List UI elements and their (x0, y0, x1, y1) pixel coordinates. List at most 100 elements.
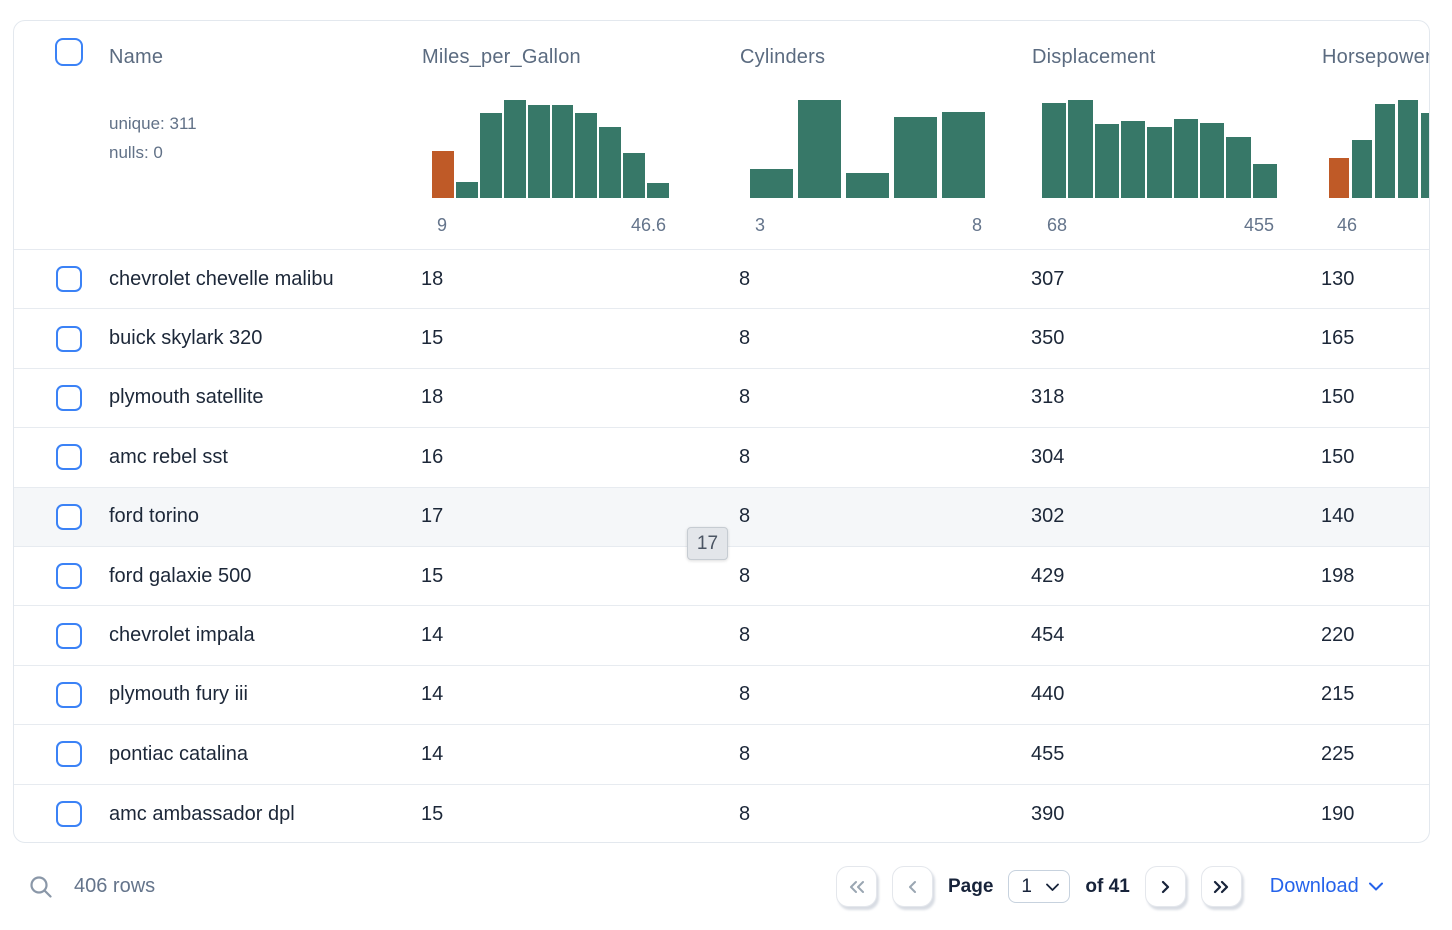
cell-displacement: 307 (1031, 267, 1065, 290)
table-row[interactable]: plymouth satellite 18 8 318 150 (14, 369, 1429, 429)
row-checkbox[interactable] (56, 384, 82, 411)
histogram-bar (1352, 140, 1372, 198)
chevron-left-icon (908, 880, 916, 893)
cell-cylinders: 8 (739, 445, 751, 468)
cell-miles-per-gallon: 15 (421, 564, 444, 587)
cell-miles-per-gallon: 17 (421, 505, 444, 528)
cell-name: ford torino (109, 505, 200, 528)
search-icon[interactable] (28, 874, 54, 900)
row-checkbox[interactable] (56, 622, 82, 649)
histogram-horsepower[interactable] (1329, 100, 1429, 198)
cell-cylinders: 8 (739, 267, 751, 290)
cell-cylinders: 8 (739, 327, 751, 350)
row-checkbox[interactable] (56, 563, 82, 590)
histogram-bar (798, 100, 841, 198)
cell-miles-per-gallon: 18 (421, 267, 444, 290)
cell-miles-per-gallon: 14 (421, 683, 444, 706)
row-checkbox[interactable] (56, 801, 82, 828)
cell-cylinders: 8 (739, 683, 751, 706)
table-row[interactable]: ford galaxie 500 15 8 429 198 (14, 547, 1429, 607)
next-page-button[interactable] (1144, 866, 1186, 907)
page-select[interactable]: 1 (1008, 870, 1071, 903)
cell-cylinders: 8 (739, 386, 751, 409)
first-page-button[interactable] (836, 866, 877, 907)
cell-horsepower: 140 (1321, 505, 1355, 528)
axis-min-label: 46 (1337, 215, 1358, 235)
cell-miles-per-gallon: 14 (421, 624, 444, 647)
histogram-bar (1068, 100, 1093, 198)
table-row[interactable]: chevrolet impala 14 8 454 220 (14, 606, 1429, 666)
cell-miles-per-gallon: 18 (421, 386, 444, 409)
cell-cylinders: 8 (739, 742, 751, 765)
cell-name: amc rebel sst (109, 445, 228, 468)
row-checkbox[interactable] (56, 266, 82, 293)
histogram-axis: 9 46.6 (432, 215, 669, 236)
row-checkbox[interactable] (56, 681, 82, 708)
column-title: Displacement (1032, 46, 1156, 68)
cell-cylinders: 8 (739, 624, 751, 647)
histogram-bar (1398, 100, 1418, 198)
column-header-displacement[interactable]: Displacement 68 455 (1031, 21, 1321, 249)
row-checkbox[interactable] (56, 503, 82, 530)
data-table-card: Name unique: 311 nulls: 0 Miles_per_Gall… (13, 20, 1430, 843)
table-row[interactable]: amc rebel sst 16 8 304 150 (14, 428, 1429, 488)
table-row[interactable]: buick skylark 320 15 8 350 165 (14, 309, 1429, 369)
cell-name: plymouth satellite (109, 386, 264, 409)
column-title: Horsepower (1322, 46, 1430, 68)
row-count-group: 406 rows (28, 866, 155, 907)
histogram-displacement[interactable] (1042, 100, 1277, 198)
histogram-bar (575, 113, 598, 198)
axis-max-label: 46.6 (630, 215, 666, 235)
table-row[interactable]: pontiac catalina 14 8 455 225 (14, 725, 1429, 785)
column-header-name[interactable]: Name unique: 311 nulls: 0 (96, 21, 421, 249)
histogram-miles-per-gallon[interactable] (432, 100, 670, 198)
histogram-bar (1421, 113, 1429, 198)
cell-displacement: 304 (1031, 445, 1065, 468)
histogram-cylinders[interactable] (750, 100, 985, 198)
table-footer: 406 rows Page 1 of 41 (0, 843, 1452, 930)
row-checkbox[interactable] (56, 444, 82, 471)
cell-horsepower: 198 (1321, 564, 1355, 587)
cell-horsepower: 225 (1321, 742, 1355, 765)
cell-displacement: 318 (1031, 386, 1065, 409)
table-row[interactable]: plymouth fury iii 14 8 440 215 (14, 666, 1429, 726)
unique-count: unique: 311 (109, 114, 197, 133)
column-header-cylinders[interactable]: Cylinders 3 8 (739, 21, 1031, 249)
histogram-bar (599, 127, 622, 198)
column-header-miles-per-gallon[interactable]: Miles_per_Gallon 9 46.6 (421, 21, 739, 249)
last-page-button[interactable] (1200, 866, 1242, 907)
histogram-bar (503, 100, 526, 198)
download-button[interactable]: Download (1270, 875, 1384, 898)
row-checkbox[interactable] (56, 325, 82, 352)
double-chevron-left-icon (849, 880, 864, 893)
table-row[interactable]: chevrolet chevelle malibu 18 8 307 130 (14, 250, 1429, 310)
page-total-label: of 41 (1085, 875, 1130, 897)
histogram-bar (432, 151, 454, 198)
chevron-down-icon (1046, 883, 1060, 891)
row-checkbox[interactable] (56, 741, 82, 768)
cell-value-tooltip: 17 (687, 527, 728, 560)
histogram-bar (647, 183, 670, 198)
select-all-checkbox[interactable] (55, 38, 83, 66)
table-row[interactable]: amc ambassador dpl 15 8 390 190 (14, 785, 1429, 842)
chevron-right-icon (1162, 880, 1170, 893)
axis-min-label: 68 (1047, 215, 1068, 235)
column-stats: unique: 311 nulls: 0 (109, 109, 197, 167)
cell-displacement: 302 (1031, 505, 1065, 528)
cell-name: plymouth fury iii (109, 683, 248, 706)
histogram-bar (1147, 127, 1172, 198)
histogram-bar (479, 113, 502, 198)
axis-max-label: 455 (1243, 215, 1274, 235)
cell-horsepower: 150 (1321, 445, 1355, 468)
cell-displacement: 455 (1031, 742, 1065, 765)
previous-page-button[interactable] (892, 866, 933, 907)
page-select-value: 1 (1021, 875, 1032, 897)
histogram-bar (942, 112, 985, 198)
cell-displacement: 350 (1031, 327, 1065, 350)
axis-max-label: 8 (971, 215, 982, 235)
histogram-bar (1252, 164, 1277, 198)
cell-name: chevrolet chevelle malibu (109, 267, 334, 290)
column-header-horsepower[interactable]: Horsepower 46 (1321, 21, 1430, 249)
histogram-bar (1120, 121, 1146, 198)
histogram-bar (1375, 104, 1395, 198)
